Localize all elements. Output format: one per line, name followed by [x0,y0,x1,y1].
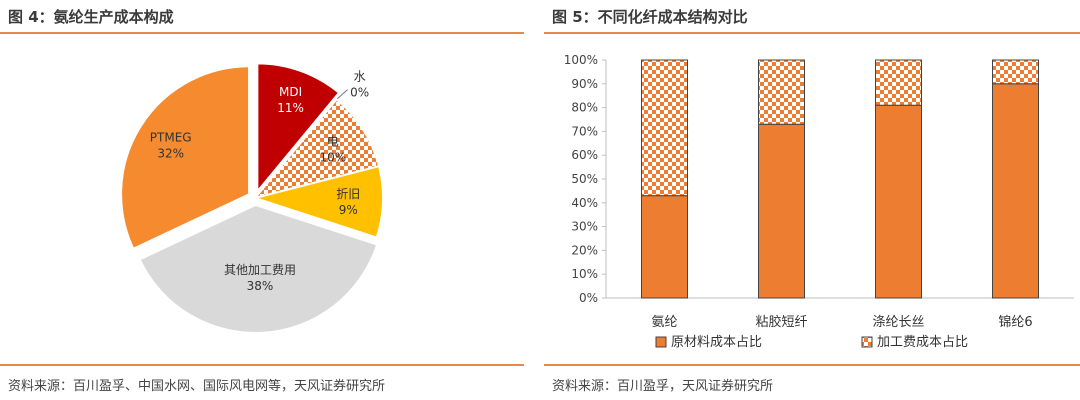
pie-label-ptmeg: PTMEG [150,131,192,145]
x-category-label: 粘胶短纤 [755,314,807,330]
pie-slice-item-4 [138,203,379,334]
figure-4-source: 资料来源：百川盈孚、中国水网、国际风电网等，天风证券研究所 [8,379,386,394]
legend-label-1: 原材料成本占比 [671,335,762,350]
pie-value-ptmeg: 32% [157,147,184,161]
figure-5-title: 图 5：不同化纤成本结构对比 [552,8,748,26]
pie-chart: MDI 11% 水 0% 电 10% 折旧 9% 其他加工费用 38% PTMEG 32% [120,62,384,334]
bar-raw-material-3 [875,104,922,299]
bar-processing-1 [641,59,688,197]
y-tick-label: 100% [564,53,598,67]
pie-label-item-3: 折旧 [336,186,360,201]
legend-swatch-2 [861,336,873,348]
pie-value-item-2: 10% [319,151,346,165]
y-tick-label: 60% [571,148,598,162]
pie-label-mdi: MDI [279,85,302,99]
pie-slice-item-3 [251,164,384,239]
y-tick-label: 30% [571,220,598,234]
pie-value-item-3: 9% [339,203,358,217]
y-tick-label: 40% [571,196,598,210]
figure-5-top-rule [544,32,1080,34]
y-tick-label: 20% [571,243,598,257]
figure-5-bottom-rule [544,364,1080,366]
figure-4-bottom-rule [0,364,524,366]
y-tick-label: 70% [571,124,598,138]
bar-processing-4 [992,59,1039,85]
x-category-label: 氨纶 [651,315,677,330]
pie-value-item-4: 38% [247,279,274,293]
pie-value-mdi: 11% [277,101,304,115]
legend-label-2: 加工费成本占比 [877,335,968,350]
y-tick-label: 10% [571,267,598,281]
pie-slice-ptmeg [120,65,251,251]
bar-raw-material-2 [758,123,805,299]
bar-processing-3 [875,59,922,106]
pie-slice-mdi [256,62,341,195]
x-category-label: 涤纶长丝 [872,315,924,330]
bar-processing-2 [758,59,805,125]
pie-label-item-2: 电 [327,135,339,149]
legend-swatch-1 [655,336,667,348]
stacked-bar-chart: 0% 10% 20% 30% 40% 50% 60% 70% 80% 90% 100% 氨纶 粘胶短纤 涤… [564,53,1074,350]
y-tick-label: 90% [571,77,598,91]
figure-4-title: 图 4：氨纶生产成本构成 [8,8,174,26]
y-tick-label: 80% [571,101,598,115]
figure-4-panel: 图 4：氨纶生产成本构成 MDI 11% 水 0% 电 10% 折旧 9% 其他加工费用 38% P… [0,0,524,400]
bar-raw-material-4 [992,83,1039,299]
y-tick-label: 50% [571,172,598,186]
y-tick-label: 0% [579,291,598,305]
x-category-label: 锦纶6 [998,315,1032,330]
pie-label-item-4: 其他加工费用 [224,263,296,277]
figure-5-panel: 图 5：不同化纤成本结构对比 0% 10% 20% 30% 40% 50% 60% 70% 80… [544,0,1080,400]
figure-4-top-rule [0,32,524,34]
bar-raw-material-1 [641,195,688,299]
pie-value-item-1: 0% [350,86,369,100]
pie-leader-line [336,89,348,100]
figure-5-source: 资料来源：百川盈孚，天风证券研究所 [552,379,774,394]
pie-label-item-1: 水 [354,70,366,84]
